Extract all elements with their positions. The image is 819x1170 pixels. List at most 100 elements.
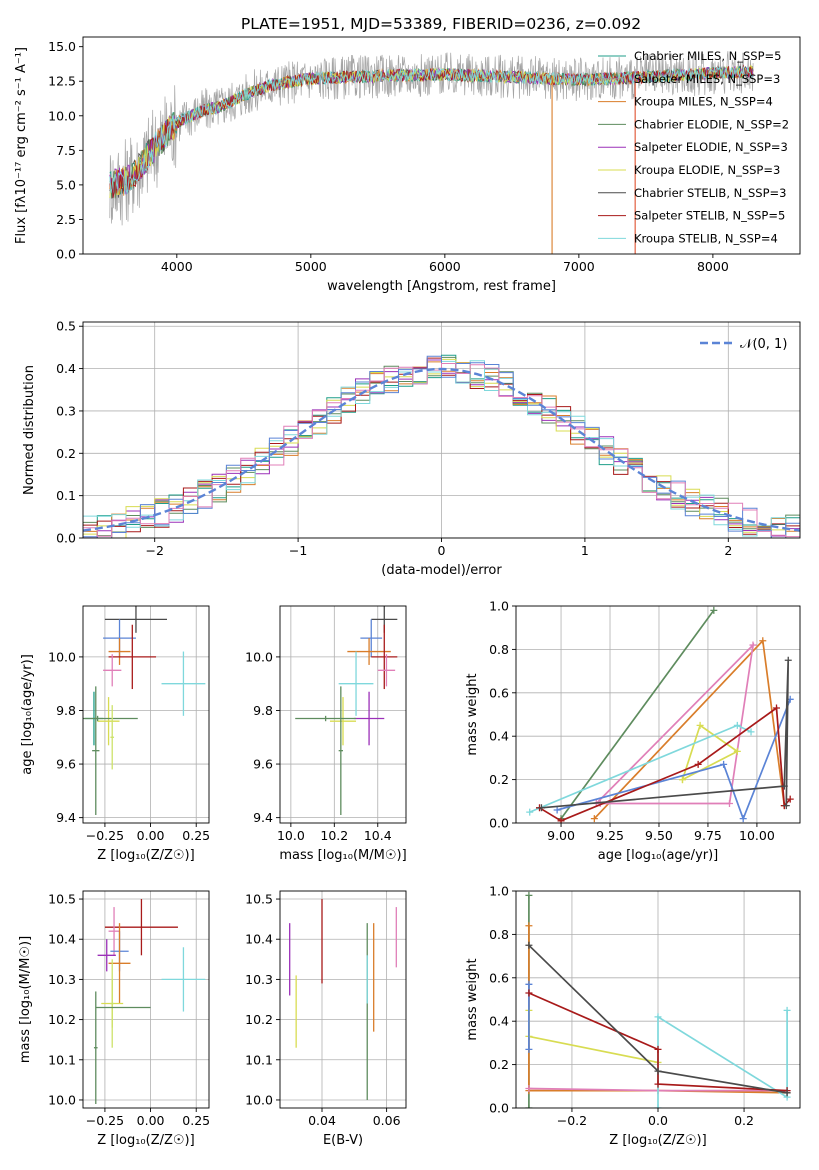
- chart-title: PLATE=1951, MJD=53389, FIBERID=0236, z=0…: [241, 15, 641, 33]
- y-axis-label: mass weight: [465, 958, 480, 1040]
- weight-line: [657, 1010, 788, 1108]
- weight-marker: [720, 760, 728, 768]
- weight-marker: [654, 1067, 662, 1075]
- legend-entry: Salpeter STELIB, N_SSP=5: [634, 209, 785, 223]
- weight-series: [525, 1006, 662, 1066]
- legend-entry: Salpeter ELODIE, N_SSP=3: [634, 140, 788, 154]
- x-axis-label: Z [log₁₀(Z/Z☉)]: [97, 1133, 194, 1148]
- weight-marker: [525, 922, 533, 930]
- y-tick-label: 0.0: [56, 531, 76, 546]
- plot-area: [280, 891, 406, 1108]
- x-tick-label: −2: [145, 543, 163, 558]
- error-bar-point: [353, 691, 385, 746]
- x-tick-label: −1: [289, 543, 307, 558]
- error-bar-point: [338, 686, 343, 815]
- axes-frame: [279, 890, 407, 1109]
- weight-marker: [525, 941, 533, 949]
- y-axis-label: Normed distribution: [22, 365, 37, 495]
- y-tick-label: 10.3: [48, 972, 76, 987]
- y-tick-label: 10.5: [48, 892, 76, 907]
- weight-marker: [733, 721, 741, 729]
- normal-curve: [83, 367, 800, 532]
- y-tick-label: 0.2: [56, 446, 76, 461]
- legend-entry: Chabrier STELIB, N_SSP=3: [634, 186, 786, 200]
- weight-marker: [525, 1104, 533, 1108]
- y-tick-label: 1.0: [489, 599, 509, 614]
- weight-series: [525, 941, 791, 1097]
- error-bar-point: [108, 624, 157, 690]
- weight-marker: [733, 747, 741, 755]
- y-tick-label: 10.5: [245, 892, 273, 907]
- axes-frame: [82, 605, 210, 824]
- legend: Chabrier MILES, N_SSP=5 Salpeter MILES, N…: [598, 49, 789, 245]
- error-bar-point: [83, 715, 138, 722]
- error-bar-point: [347, 638, 391, 665]
- plot-area: [109, 51, 754, 254]
- x-tick-label: 0: [438, 543, 446, 558]
- error-bar-point: [108, 638, 131, 665]
- axes-frame: [82, 36, 801, 255]
- y-tick-label: 10.0: [48, 108, 76, 123]
- error-bar-point: [97, 939, 116, 972]
- weight-marker: [654, 1045, 662, 1053]
- error-bar-point: [93, 991, 98, 1104]
- y-tick-label: 0.0: [489, 816, 509, 831]
- y-tick-label: 0.6: [489, 970, 509, 985]
- weight-marker: [772, 704, 780, 712]
- x-tick-label: 0.25: [182, 828, 210, 843]
- x-tick-label: 10.00: [739, 828, 775, 843]
- weight-marker: [525, 891, 533, 899]
- x-tick-label: 0.25: [182, 1113, 210, 1128]
- weight-marker: [525, 1045, 533, 1053]
- y-tick-label: 7.5: [56, 143, 76, 158]
- weight-line: [539, 706, 791, 822]
- weight-marker: [786, 795, 794, 803]
- y-tick-label: 5.0: [56, 177, 76, 192]
- weight-marker: [654, 1080, 662, 1088]
- spectrum-line: [109, 64, 754, 199]
- y-tick-label: 0.3: [56, 403, 76, 418]
- weight-marker: [739, 815, 747, 823]
- x-tick-label: 0.06: [373, 1113, 401, 1128]
- spectrum-line: [109, 64, 754, 198]
- weight-line: [541, 660, 790, 809]
- x-tick-label: 8000: [697, 259, 729, 274]
- y-tick-label: 0.8: [489, 927, 509, 942]
- weight-line: [528, 992, 788, 1092]
- x-tick-label: 9.50: [645, 828, 673, 843]
- y-axis-label: age [log₁₀(age/yr)]: [20, 654, 35, 775]
- weight-marker: [525, 1084, 533, 1092]
- weight-marker: [696, 721, 704, 729]
- panel-mass_vs_Z: −0.25 0.00 0.25 10.0 10.1 10.2 10.3 10.4 10.5 Z […: [18, 890, 210, 1148]
- y-tick-label: 0.2: [489, 1057, 509, 1072]
- legend-entry: Kroupa MILES, N_SSP=4: [634, 95, 773, 109]
- error-bar-point: [371, 624, 398, 690]
- y-tick-label: 9.6: [253, 757, 273, 772]
- legend-entry: 𝒩(0, 1): [740, 337, 787, 352]
- weight-marker: [780, 782, 788, 790]
- weight-series: [678, 721, 741, 784]
- y-tick-label: 9.8: [253, 703, 273, 718]
- weight-marker: [694, 760, 702, 768]
- x-tick-label: 0.00: [137, 1113, 165, 1128]
- plot-area: [280, 606, 406, 823]
- weight-marker: [759, 637, 767, 645]
- weight-marker: [784, 656, 792, 664]
- weight-marker: [678, 776, 686, 784]
- plot-area: [83, 606, 209, 823]
- y-tick-label: 0.0: [56, 247, 76, 262]
- y-tick-label: 9.8: [56, 703, 76, 718]
- weight-marker: [654, 1104, 662, 1108]
- axes-frame: [515, 605, 801, 824]
- weight-series: [536, 704, 794, 823]
- x-axis-label: Z [log₁₀(Z/Z☉)]: [609, 1133, 706, 1148]
- y-tick-label: 0.4: [489, 729, 509, 744]
- weight-series: [654, 1006, 791, 1108]
- y-tick-label: 12.5: [48, 74, 76, 89]
- histogram-series: [83, 363, 800, 538]
- y-tick-label: 10.0: [48, 1092, 76, 1107]
- x-tick-label: 5000: [295, 259, 327, 274]
- weight-series: [537, 656, 792, 812]
- weight-line: [681, 724, 739, 781]
- weight-line: [560, 609, 715, 820]
